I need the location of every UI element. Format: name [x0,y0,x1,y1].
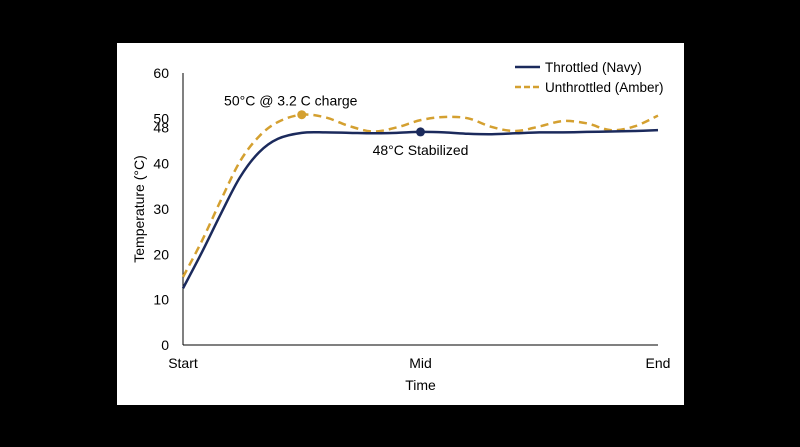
annotations: 50°C @ 3.2 C charge 48°C Stabilized [224,93,468,158]
annotation-marker [297,110,307,120]
y-tick-label: 40 [153,156,169,172]
legend: Throttled (Navy) Unthrottled (Amber) [515,60,664,95]
annotation-label: 48°C Stabilized [373,142,469,158]
y-tick-label: 0 [161,337,169,353]
y-tick-label: 48 [153,119,169,135]
series-layer [181,113,659,289]
annotation-label: 50°C @ 3.2 C charge [224,93,358,109]
annotation-marker [416,127,425,137]
y-axis-title: Temperature (°C) [131,155,147,263]
legend-label: Throttled (Navy) [545,60,642,75]
legend-label: Unthrottled (Amber) [545,80,664,95]
series-line [181,113,659,278]
y-tick-label: 10 [153,292,169,308]
x-tick-labels: Start Mid End [168,355,670,371]
x-tick-label: End [646,355,671,371]
axes [182,73,658,346]
chart-card: 0 10 20 30 40 48 50 60 Start Mid End Temperature … [117,43,684,405]
x-tick-label: Start [168,355,198,371]
y-tick-label: 60 [153,65,169,81]
series-line [181,128,659,289]
y-tick-label: 20 [153,246,169,262]
x-axis-title: Time [405,377,436,393]
y-tick-label: 50 [153,110,169,126]
x-tick-label: Mid [409,355,432,371]
y-tick-label: 30 [153,201,169,217]
